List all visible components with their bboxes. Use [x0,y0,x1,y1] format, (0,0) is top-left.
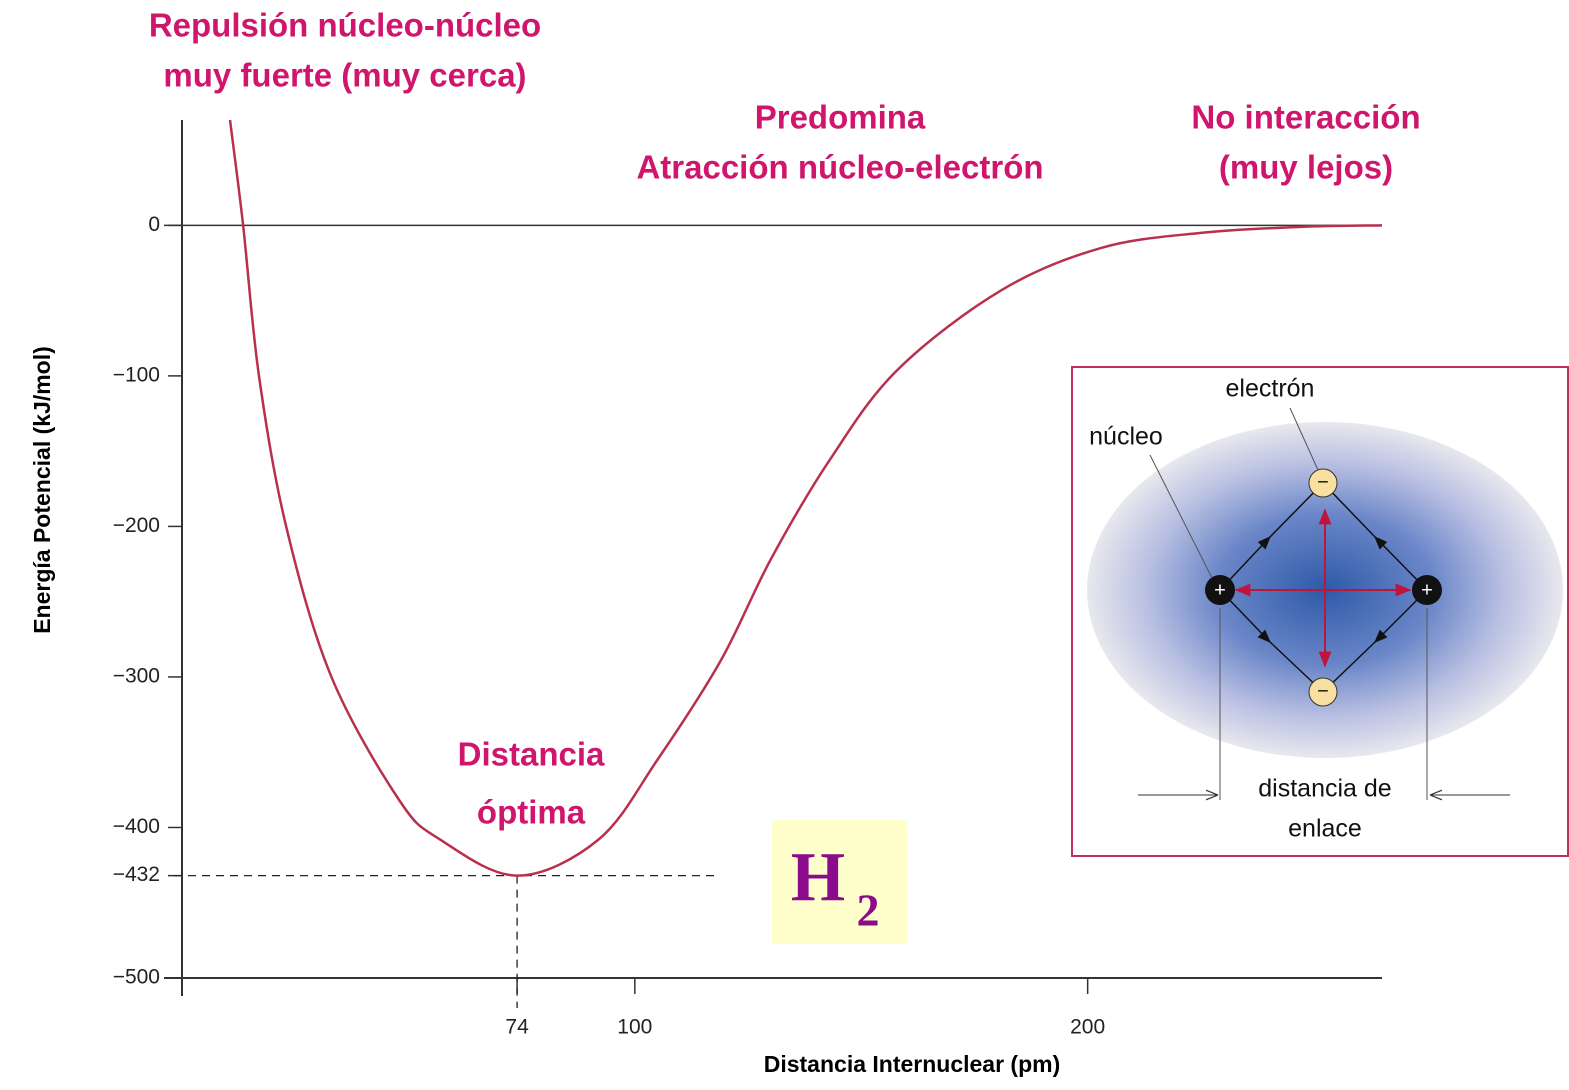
y-tick-label: −100 [113,363,160,386]
chart: 0 −100 −200 −300 −400 −432 −500 74 100 200 Energí… [0,0,1569,1090]
annotation: (muy lejos) [1219,149,1393,186]
charge: + [1214,579,1226,601]
x-tick-label: 200 [1070,1016,1105,1039]
inset: + + − − electrón núcleo distancia de enl… [1072,367,1568,856]
molecule-symbol: H [791,839,845,916]
inset-label: distancia de [1258,775,1391,803]
y-tick-label: −200 [113,514,160,537]
y-tick-label: −300 [113,664,160,687]
x-tick-label: 74 [505,1016,529,1039]
y-tick-label: −500 [113,966,160,989]
inset-label: núcleo [1089,423,1163,451]
y-axis-label: Energía Potencial (kJ/mol) [29,346,55,634]
y-tick-label: 0 [148,213,160,236]
inset-label: enlace [1288,815,1362,843]
x-tick-label: 100 [617,1016,652,1039]
annotation: Atracción núcleo-electrón [636,149,1043,186]
annotation: óptima [477,794,586,831]
annotation: Predomina [755,99,926,136]
annotation: No interacción [1191,99,1420,136]
y-tick-label: −432 [113,863,160,886]
annotation: muy fuerte (muy cerca) [163,57,526,94]
charge: − [1317,680,1329,702]
molecule-subscript: 2 [857,885,880,936]
inset-label: electrón [1226,375,1315,403]
charge: + [1421,579,1433,601]
annotation: Repulsión núcleo-núcleo [149,7,541,44]
annotation: Distancia [458,736,605,773]
charge: − [1317,471,1329,493]
y-tick-label: −400 [113,815,160,838]
x-axis-label: Distancia Internuclear (pm) [764,1051,1061,1077]
